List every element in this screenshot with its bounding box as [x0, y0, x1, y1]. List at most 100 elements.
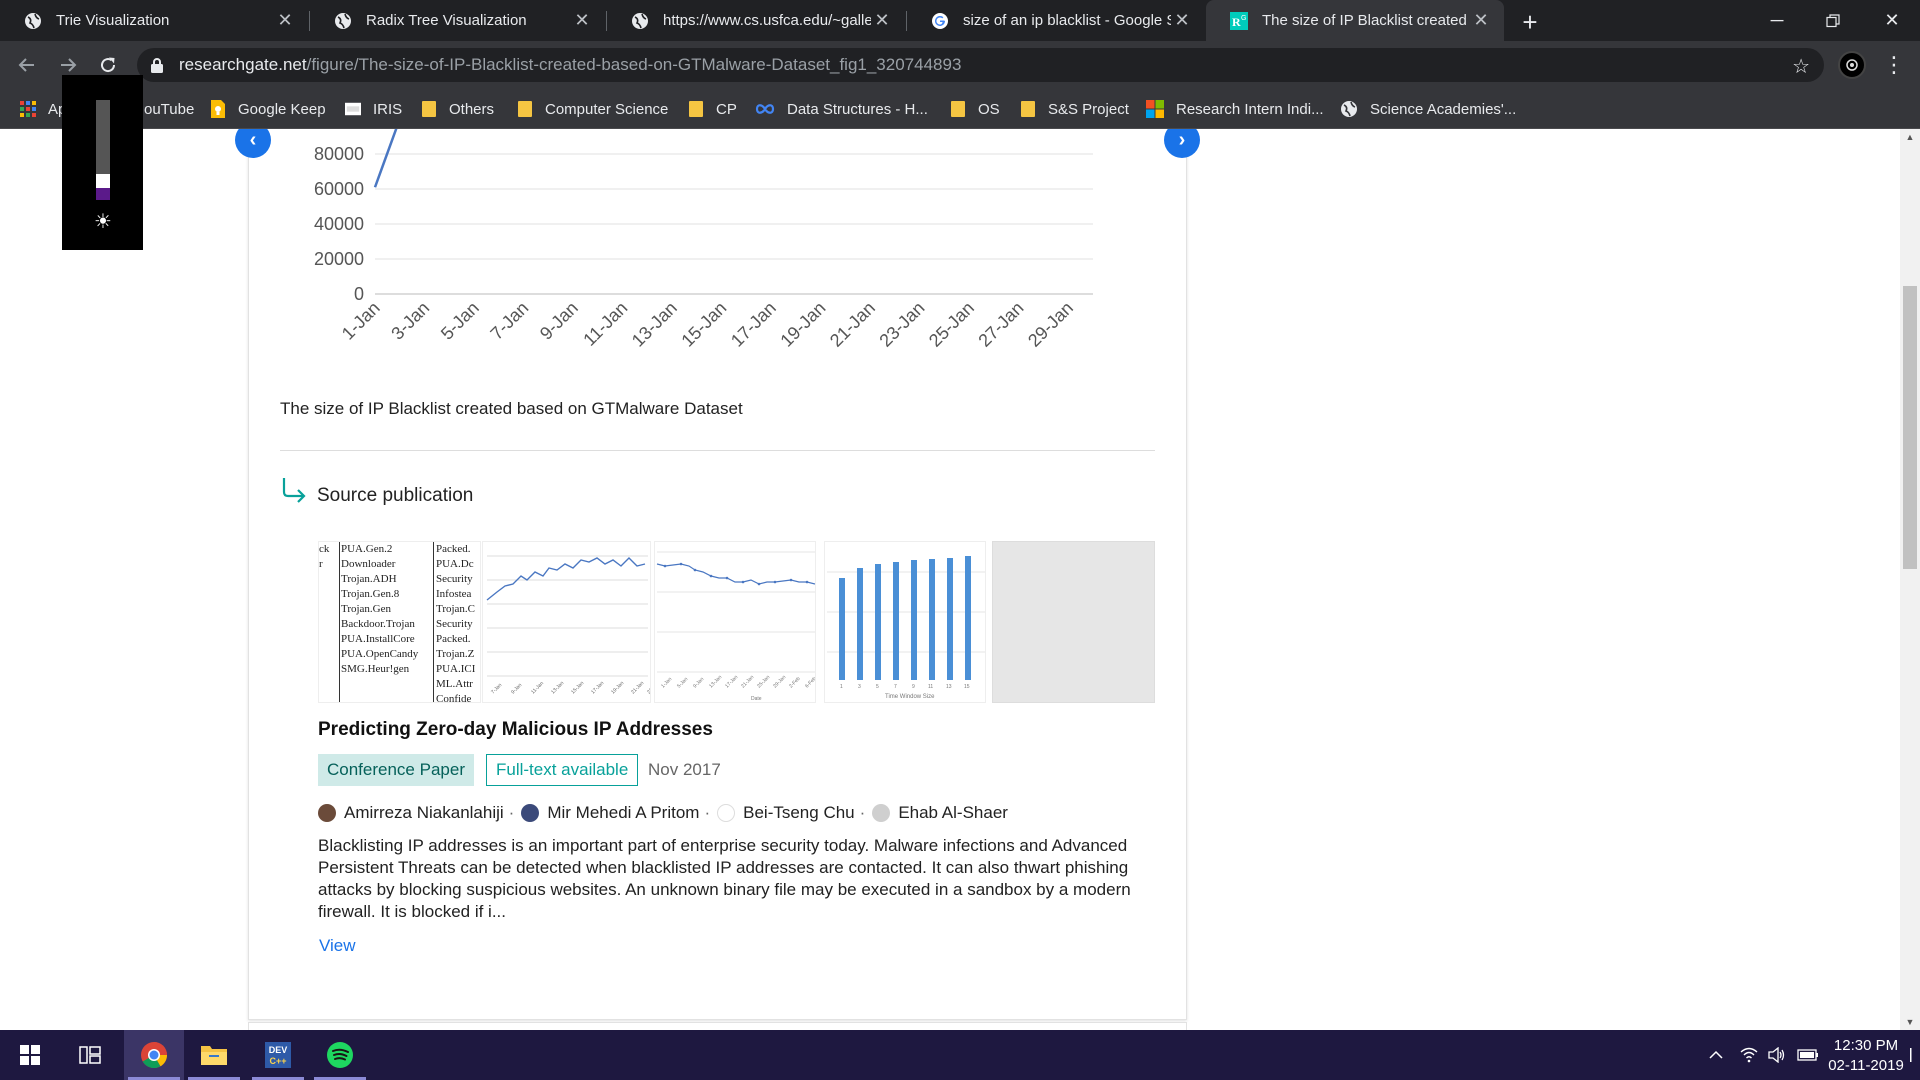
google-icon	[931, 12, 949, 30]
tab-usfca[interactable]: https://www.cs.usfca.edu/~galles ✕	[607, 0, 905, 41]
clock-time: 12:30 PM	[1833, 1037, 1899, 1054]
table-cell: Backdoor.Trojan	[341, 618, 415, 630]
table-cell: ML.Attr	[436, 678, 473, 690]
page-scrollbar[interactable]: ▲ ▼	[1900, 129, 1920, 1030]
taskbar-dev-cpp[interactable]: DEV C++	[248, 1030, 308, 1080]
close-tab-icon[interactable]: ✕	[1473, 10, 1489, 30]
y-tick-label: 60000	[314, 179, 364, 199]
reload-button[interactable]	[92, 49, 124, 81]
mini-line-chart: 7-Jan 9-Jan 11-Jan 13-Jan 15-Jan 17-Jan 19-Jan…	[486, 555, 651, 695]
tab-title: Trie Visualization	[56, 12, 170, 29]
publication-title[interactable]: Predicting Zero-day Malicious IP Address…	[318, 719, 713, 740]
scroll-up-arrow-icon[interactable]: ▲	[1905, 132, 1915, 142]
view-publication-link[interactable]: View	[319, 936, 356, 955]
minimize-button[interactable]: ─	[1770, 10, 1784, 30]
page-viewport: 80000 60000 40000 20000 0 1-Jan 3-Jan 5-Jan 7-J…	[0, 129, 1920, 1030]
table-cell: Trojan.Gen	[341, 603, 392, 615]
bookmark-science-academies[interactable]: Science Academies'...	[1340, 89, 1516, 129]
mini-chart-xlabel: Time Window Size	[885, 694, 935, 700]
close-tab-icon[interactable]: ✕	[574, 10, 590, 30]
carousel-prev-button[interactable]: ‹	[235, 129, 271, 158]
bookmark-iris[interactable]: IRIS	[345, 89, 402, 129]
volume-button[interactable]	[1761, 1030, 1793, 1080]
tab-google-search[interactable]: size of an ip blacklist - Google Se ✕	[907, 0, 1205, 41]
close-tab-icon[interactable]: ✕	[277, 10, 293, 30]
tab-radix-tree[interactable]: Radix Tree Visualization ✕	[310, 0, 605, 41]
author-link[interactable]: Mir Mehedi A Pritom	[521, 803, 699, 823]
restore-button[interactable]	[1805, 0, 1861, 41]
start-button[interactable]	[0, 1030, 60, 1080]
author-link[interactable]: Ehab Al-Shaer	[872, 803, 1008, 823]
bookmark-apps[interactable]: Ap	[20, 89, 66, 129]
close-tab-icon[interactable]: ✕	[874, 10, 890, 30]
svg-text:23-Jan: 23-Jan	[646, 680, 651, 695]
thumbnail-placeholder[interactable]	[992, 541, 1155, 703]
svg-text:25-Jan: 25-Jan	[756, 674, 771, 689]
notification-icon	[1910, 1048, 1912, 1062]
browser-menu-icon[interactable]: ⋮	[1883, 52, 1905, 77]
bookmarks-bar: Ap ouTube Google Keep IRIS Others Comput…	[0, 89, 1920, 129]
taskbar-file-explorer[interactable]	[184, 1030, 244, 1080]
chrome-icon	[141, 1042, 168, 1069]
svg-text:6-Feb: 6-Feb	[804, 676, 816, 690]
new-tab-button[interactable]: +	[1522, 6, 1538, 37]
x-tick-label: 7-Jan	[486, 298, 532, 344]
globe-icon	[1340, 100, 1358, 118]
thumbnail-table-1[interactable]: ck r PUA.Gen.2 Downloader Trojan.ADH Tro…	[318, 541, 481, 703]
bookmark-folder-cp[interactable]: CP	[688, 89, 737, 129]
close-window-button[interactable]: ✕	[1884, 10, 1900, 30]
bookmark-star-icon[interactable]: ☆	[1792, 56, 1810, 78]
arrow-right-icon	[61, 58, 77, 72]
chart-series	[373, 129, 398, 188]
folder-icon	[517, 101, 533, 117]
show-hidden-icons-button[interactable]	[1700, 1030, 1732, 1080]
battery-button[interactable]	[1792, 1030, 1824, 1080]
keep-icon	[210, 100, 226, 118]
taskbar-spotify[interactable]	[310, 1030, 370, 1080]
close-tab-icon[interactable]: ✕	[1174, 10, 1190, 30]
carousel-next-button[interactable]: ›	[1164, 129, 1200, 158]
scroll-down-arrow-icon[interactable]: ▼	[1905, 1017, 1915, 1027]
active-indicator	[252, 1077, 304, 1080]
taskbar-chrome[interactable]	[124, 1030, 184, 1080]
table-cell: r	[319, 558, 323, 570]
x-tick-label: 23-Jan	[875, 298, 928, 351]
bookmark-folder-others[interactable]: Others	[421, 89, 494, 129]
x-tick-label: 21-Jan	[826, 298, 879, 351]
bookmark-data-structures[interactable]: Data Structures - H...	[755, 89, 928, 129]
tab-trie-visualization[interactable]: Trie Visualization ✕	[0, 0, 308, 41]
globe-icon	[631, 12, 649, 30]
extension-icon[interactable]	[1838, 51, 1866, 79]
chevron-up-icon	[1709, 1050, 1723, 1059]
url-text[interactable]: researchgate.net/figure/The-size-of-IP-B…	[179, 55, 961, 75]
brightness-slider[interactable]	[96, 100, 110, 200]
thumbnail-line-chart[interactable]: 7-Jan 9-Jan 11-Jan 13-Jan 15-Jan 17-Jan 19-Jan…	[482, 541, 651, 703]
bookmark-folder-ss-project[interactable]: S&S Project	[1020, 89, 1129, 129]
notifications-button[interactable]	[1906, 1030, 1920, 1080]
scrollbar-thumb[interactable]	[1903, 286, 1917, 569]
bookmark-google-keep[interactable]: Google Keep	[210, 89, 326, 129]
bookmark-folder-os[interactable]: OS	[950, 89, 1000, 129]
author-link[interactable]: Amirreza Niakanlahiji	[318, 803, 504, 823]
return-arrow-icon	[282, 478, 306, 503]
active-indicator	[314, 1077, 366, 1080]
bookmark-label: ouTube	[144, 100, 195, 118]
bookmark-folder-computer-science[interactable]: Computer Science	[517, 89, 668, 129]
thumbnail-bar-chart[interactable]: 1 3 5 7 9 11 13 15 Time Window Size	[824, 541, 986, 703]
lock-icon[interactable]	[151, 57, 165, 73]
task-view-button[interactable]	[60, 1030, 120, 1080]
back-button[interactable]	[11, 49, 43, 81]
full-text-badge[interactable]: Full-text available	[486, 754, 639, 786]
thumbnail-dotted-chart[interactable]: 1-Jan 5-Jan 9-Jan 13-Jan 17-Jan 21-Jan 25-Jan 2…	[654, 541, 816, 703]
system-clock[interactable]: 12:30 PM 02-11-2019	[1826, 1036, 1906, 1076]
globe-icon	[334, 12, 352, 30]
brightness-slider-handle[interactable]	[96, 174, 110, 188]
author-link[interactable]: Bei-Tseng Chu	[717, 803, 855, 823]
bookmark-youtube[interactable]: ouTube	[144, 89, 194, 129]
iris-icon	[345, 101, 361, 117]
bookmark-research-intern[interactable]: Research Intern Indi...	[1146, 89, 1324, 129]
address-bar[interactable]: researchgate.net/figure/The-size-of-IP-B…	[137, 48, 1824, 82]
wifi-button[interactable]	[1733, 1030, 1765, 1080]
forward-button[interactable]	[52, 49, 84, 81]
